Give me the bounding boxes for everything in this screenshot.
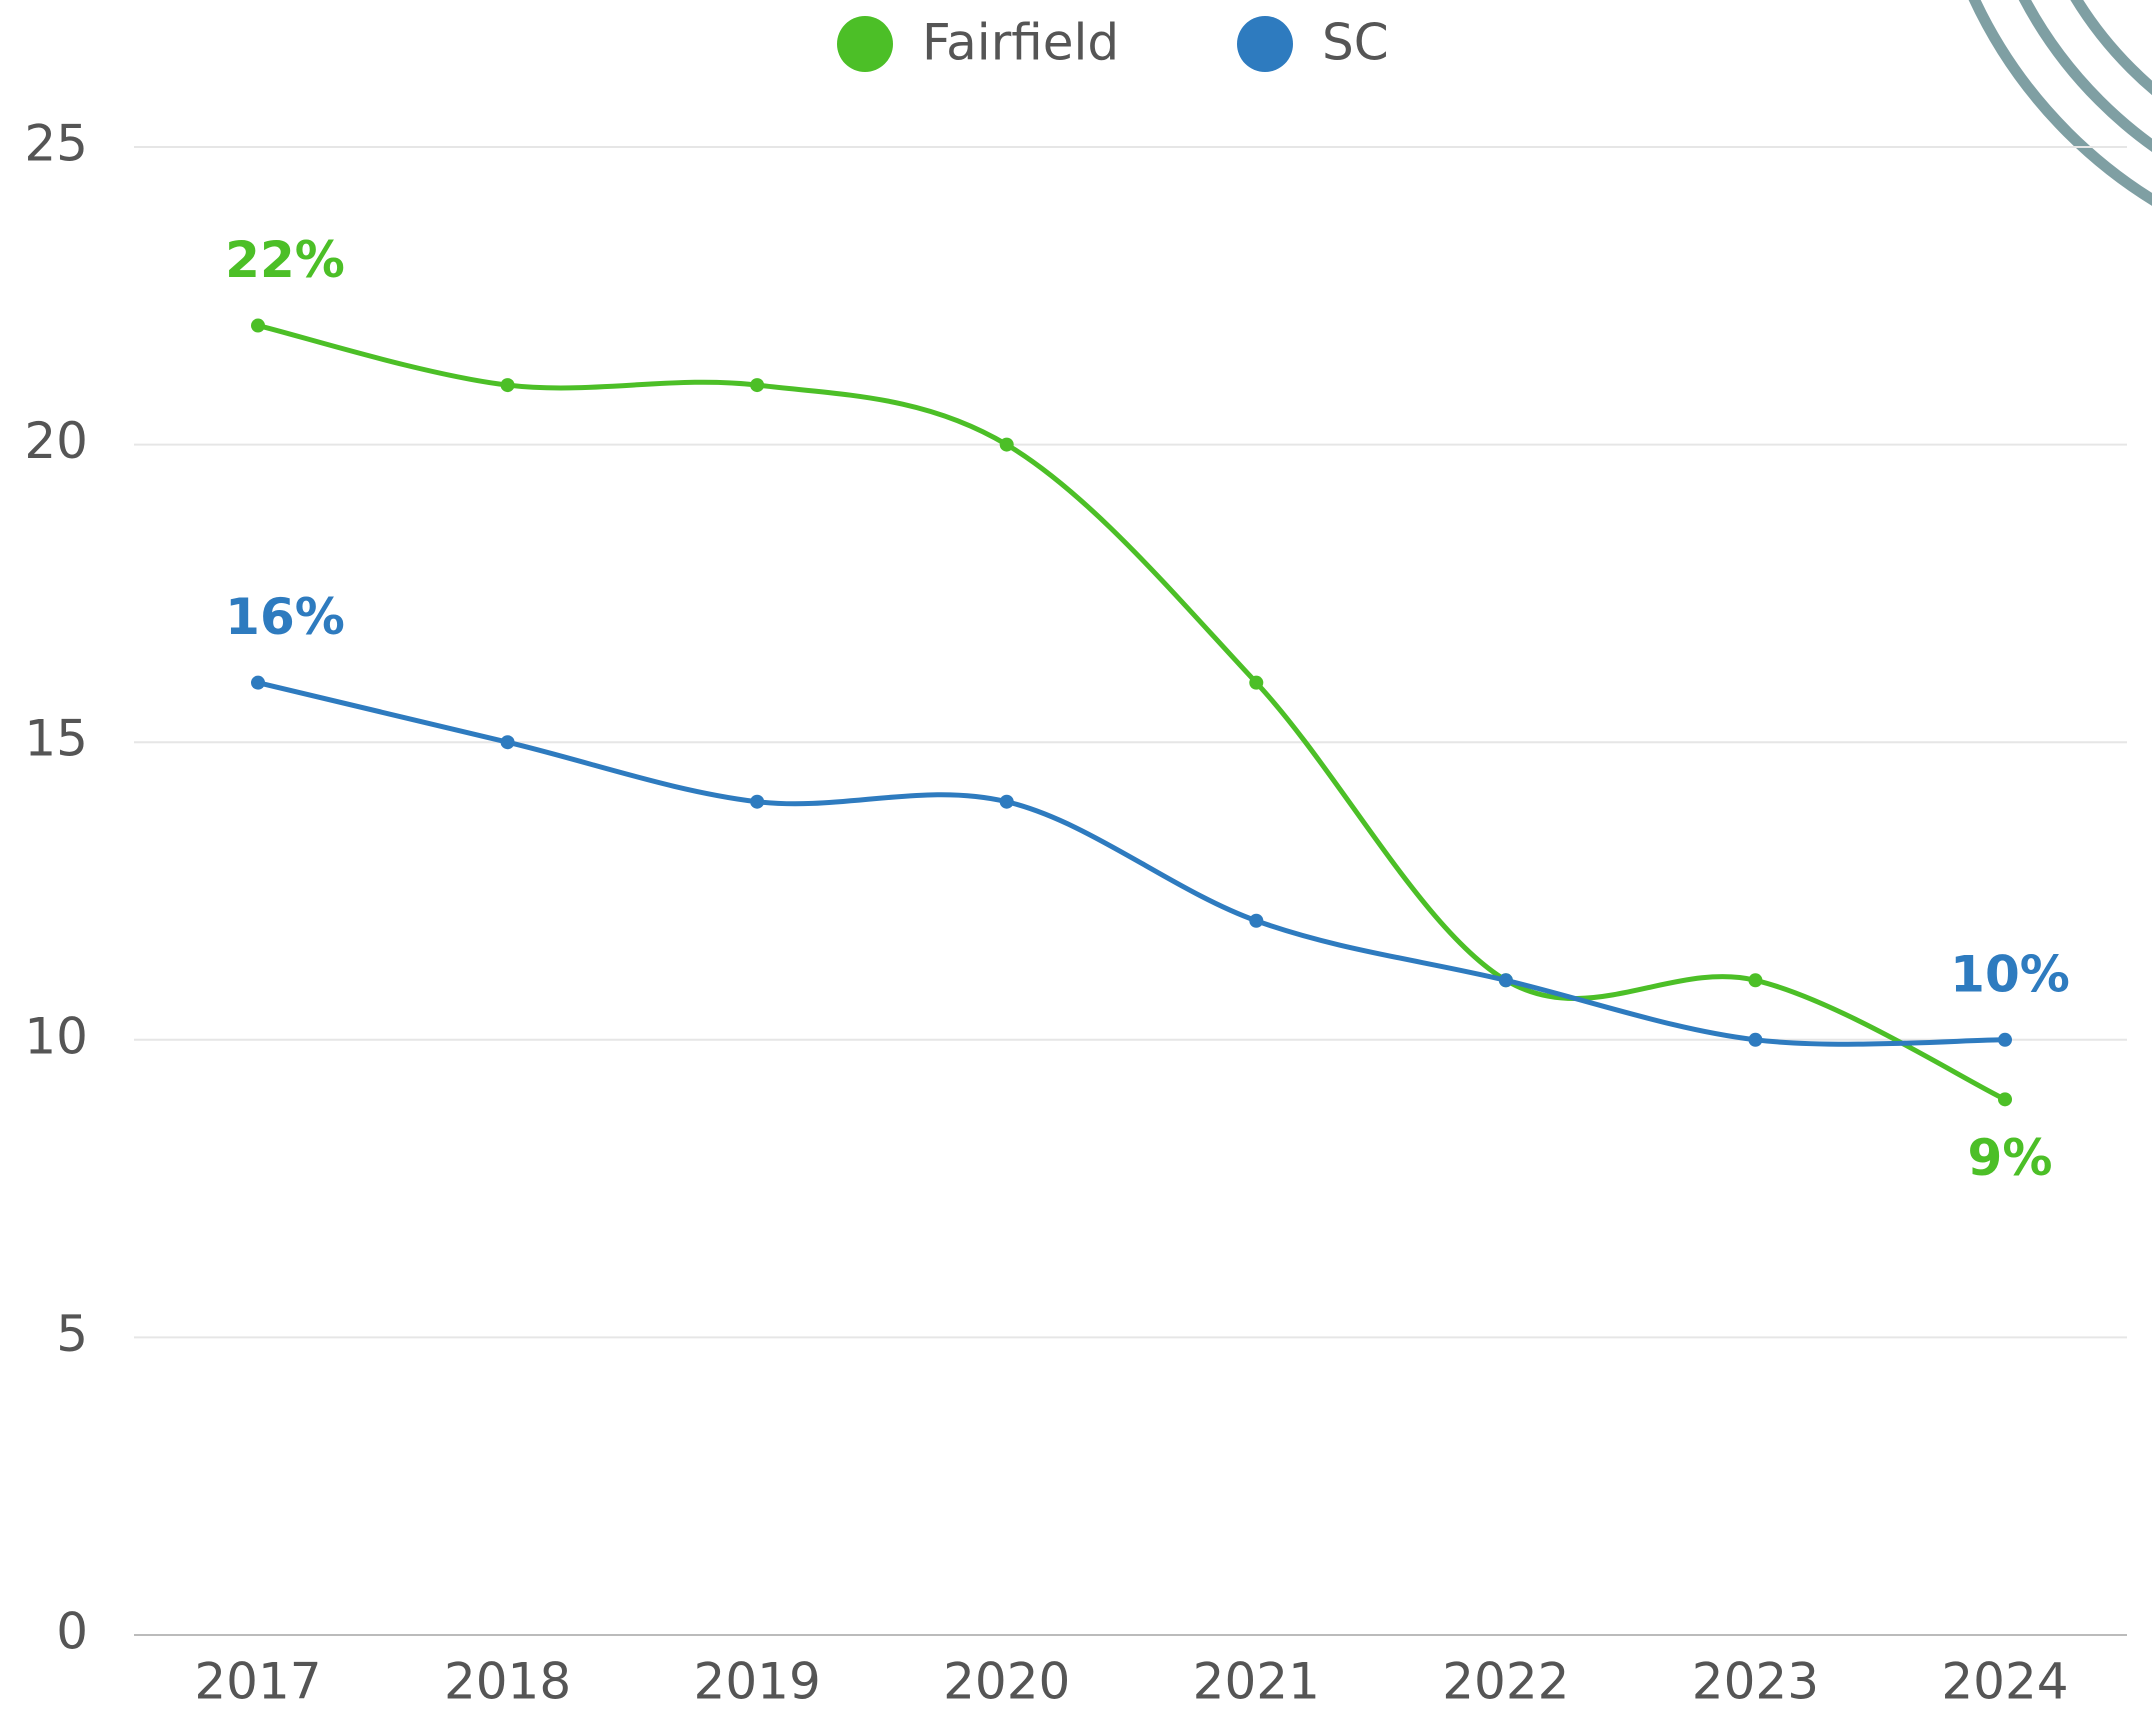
data-point — [1249, 913, 1264, 928]
decoration — [1968, 0, 2152, 206]
legend-marker — [1237, 16, 1293, 72]
legend-marker — [837, 16, 893, 72]
x-tick-label: 2023 — [1692, 1653, 1819, 1711]
data-point — [251, 675, 265, 690]
x-tick-label: 2020 — [943, 1653, 1070, 1711]
data-point — [750, 378, 765, 393]
data-label: 9% — [1968, 1129, 2053, 1187]
x-tick-label: 2021 — [1193, 1653, 1320, 1711]
data-point — [251, 318, 265, 333]
data-point — [500, 378, 515, 393]
x-tick-label: 2018 — [444, 1653, 571, 1711]
y-tick-label: 10 — [24, 1007, 88, 1065]
data-label: 22% — [225, 231, 345, 289]
data-point — [1249, 675, 1264, 690]
x-tick-label: 2022 — [1442, 1653, 1569, 1711]
data-point — [999, 437, 1014, 452]
legend-label: SC — [1322, 14, 1389, 72]
y-tick-label: 0 — [56, 1603, 88, 1661]
legend-label: Fairfield — [922, 14, 1119, 72]
series-line — [257, 680, 2006, 1047]
x-tick-label: 2019 — [694, 1653, 821, 1711]
decor-arc — [2018, 0, 2152, 152]
decor-arc — [1968, 0, 2152, 206]
data-label: 16% — [225, 588, 345, 646]
data-point — [1748, 973, 1763, 988]
data-point — [999, 794, 1014, 809]
x-tick-label: 2017 — [194, 1653, 321, 1711]
series-line — [257, 323, 2007, 1102]
y-tick-label: 20 — [24, 412, 88, 470]
x-tick-label: 2024 — [1941, 1653, 2068, 1711]
data-point — [500, 735, 515, 750]
data-point — [1498, 973, 1513, 988]
data-point — [1998, 1092, 2012, 1107]
y-tick-label: 15 — [24, 710, 88, 768]
data-point — [1998, 1032, 2012, 1047]
data-point — [750, 794, 765, 809]
data-label: 10% — [1950, 945, 2070, 1003]
y-tick-label: 5 — [56, 1305, 88, 1363]
data-point — [1748, 1032, 1763, 1047]
y-tick-label: 25 — [24, 115, 88, 173]
